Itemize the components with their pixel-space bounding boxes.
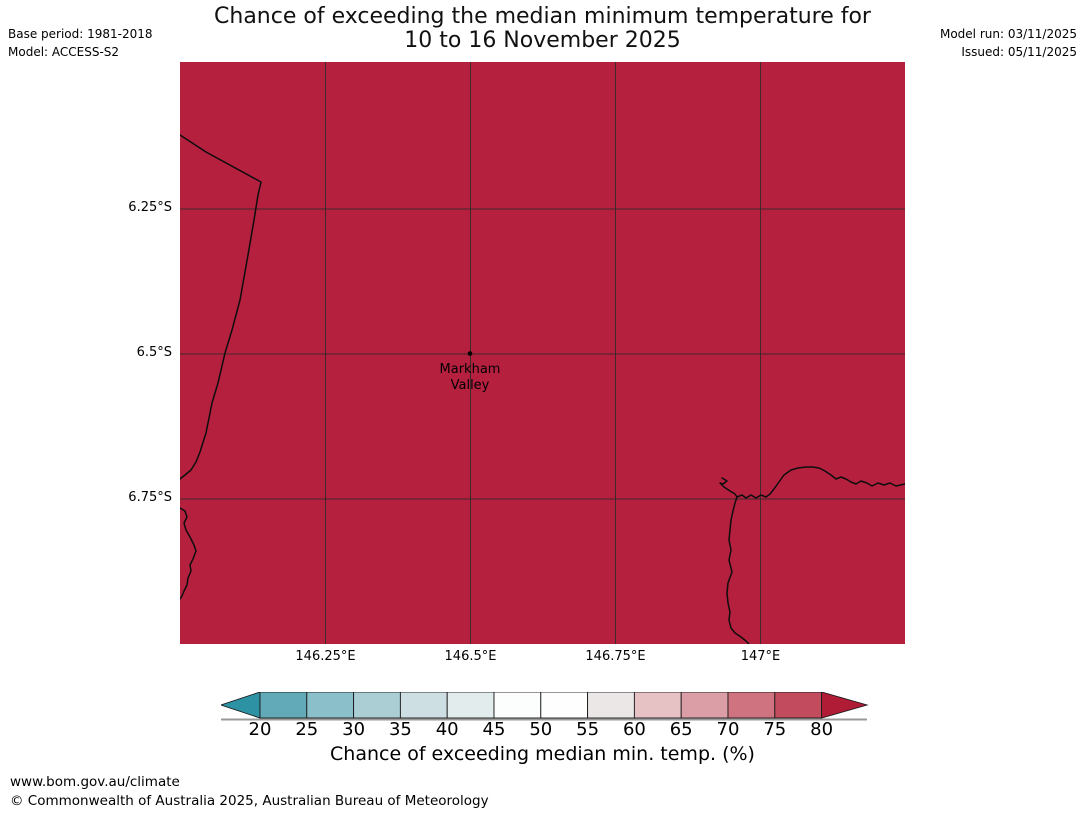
colorbar-over-arrow [821,692,869,719]
colorbar-tick-label: 60 [622,719,646,740]
marker-label-line2: Valley [451,378,490,393]
issued-text: Issued: 05/11/2025 [961,45,1077,59]
colorbar-tick-label: 55 [576,719,600,740]
colorbar-segment [399,692,448,719]
page-title: Chance of exceeding the median minimum t… [0,5,1085,53]
colorbar-tick-label: 40 [435,719,459,740]
coastline-path [719,466,905,499]
footer-url: www.bom.gov.au/climate [10,774,180,790]
marker-dot [467,351,473,356]
colorbar-segment [306,692,355,719]
lat-tick-label: 6.75°S [128,490,172,505]
marker-label-line1: Markham [440,362,501,377]
coastline-path [726,496,750,644]
colorbar-segment [259,692,308,719]
colorbar-segment [587,692,635,719]
colorbar-segment [680,692,729,719]
colorbar-tick-label: 50 [529,719,553,740]
lon-tick-label: 146.5°E [444,649,497,664]
coastline-path [180,507,197,600]
footer-copyright: © Commonwealth of Australia 2025, Austra… [10,793,489,809]
base-period-text: Base period: 1981-2018 [8,27,153,41]
colorbar-tick-label: 45 [482,719,506,740]
colorbar-tick-label: 35 [388,719,412,740]
coastline-path [180,134,262,480]
lat-tick-label: 6.25°S [128,200,172,215]
model-run-text: Model run: 03/11/2025 [939,27,1077,41]
map-canvas: Markham Valley [180,62,905,644]
colorbar-segment [633,692,682,719]
colorbar-tick-label: 80 [810,719,834,740]
lon-tick-label: 146.75°E [585,649,646,664]
colorbar-tick-label: 30 [342,719,366,740]
colorbar-tick-label: 25 [295,719,319,740]
colorbar-tick-label: 70 [716,719,740,740]
colorbar-tick-label: 20 [248,719,272,740]
colorbar-segment [727,692,776,719]
colorbar-segment [353,692,401,719]
colorbar-caption: Chance of exceeding median min. temp. (%… [330,743,755,765]
model-text: Model: ACCESS-S2 [8,45,120,59]
title-line2: 10 to 16 November 2025 [404,28,681,53]
lon-tick-label: 147°E [740,649,781,664]
colorbar-under-arrow [221,692,261,719]
colorbar-tick-label: 75 [763,719,787,740]
title-line1: Chance of exceeding the median minimum t… [214,4,871,29]
lon-tick-label: 146.25°E [295,649,356,664]
colorbar-segment [774,692,823,719]
colorbar-tick-label: 65 [669,719,693,740]
run-info: Model run: 03/11/2025 Issued: 05/11/2025 [940,25,1077,61]
map-layers [180,62,905,644]
lat-tick-label: 6.5°S [136,345,172,360]
colorbar-segment [540,692,589,719]
colorbar-segment [493,692,542,719]
colorbar [221,692,869,721]
map-svg: Markham Valley [180,62,905,644]
colorbar-segment [446,692,495,719]
model-info: Base period: 1981-2018 Model: ACCESS-S2 [8,25,153,61]
